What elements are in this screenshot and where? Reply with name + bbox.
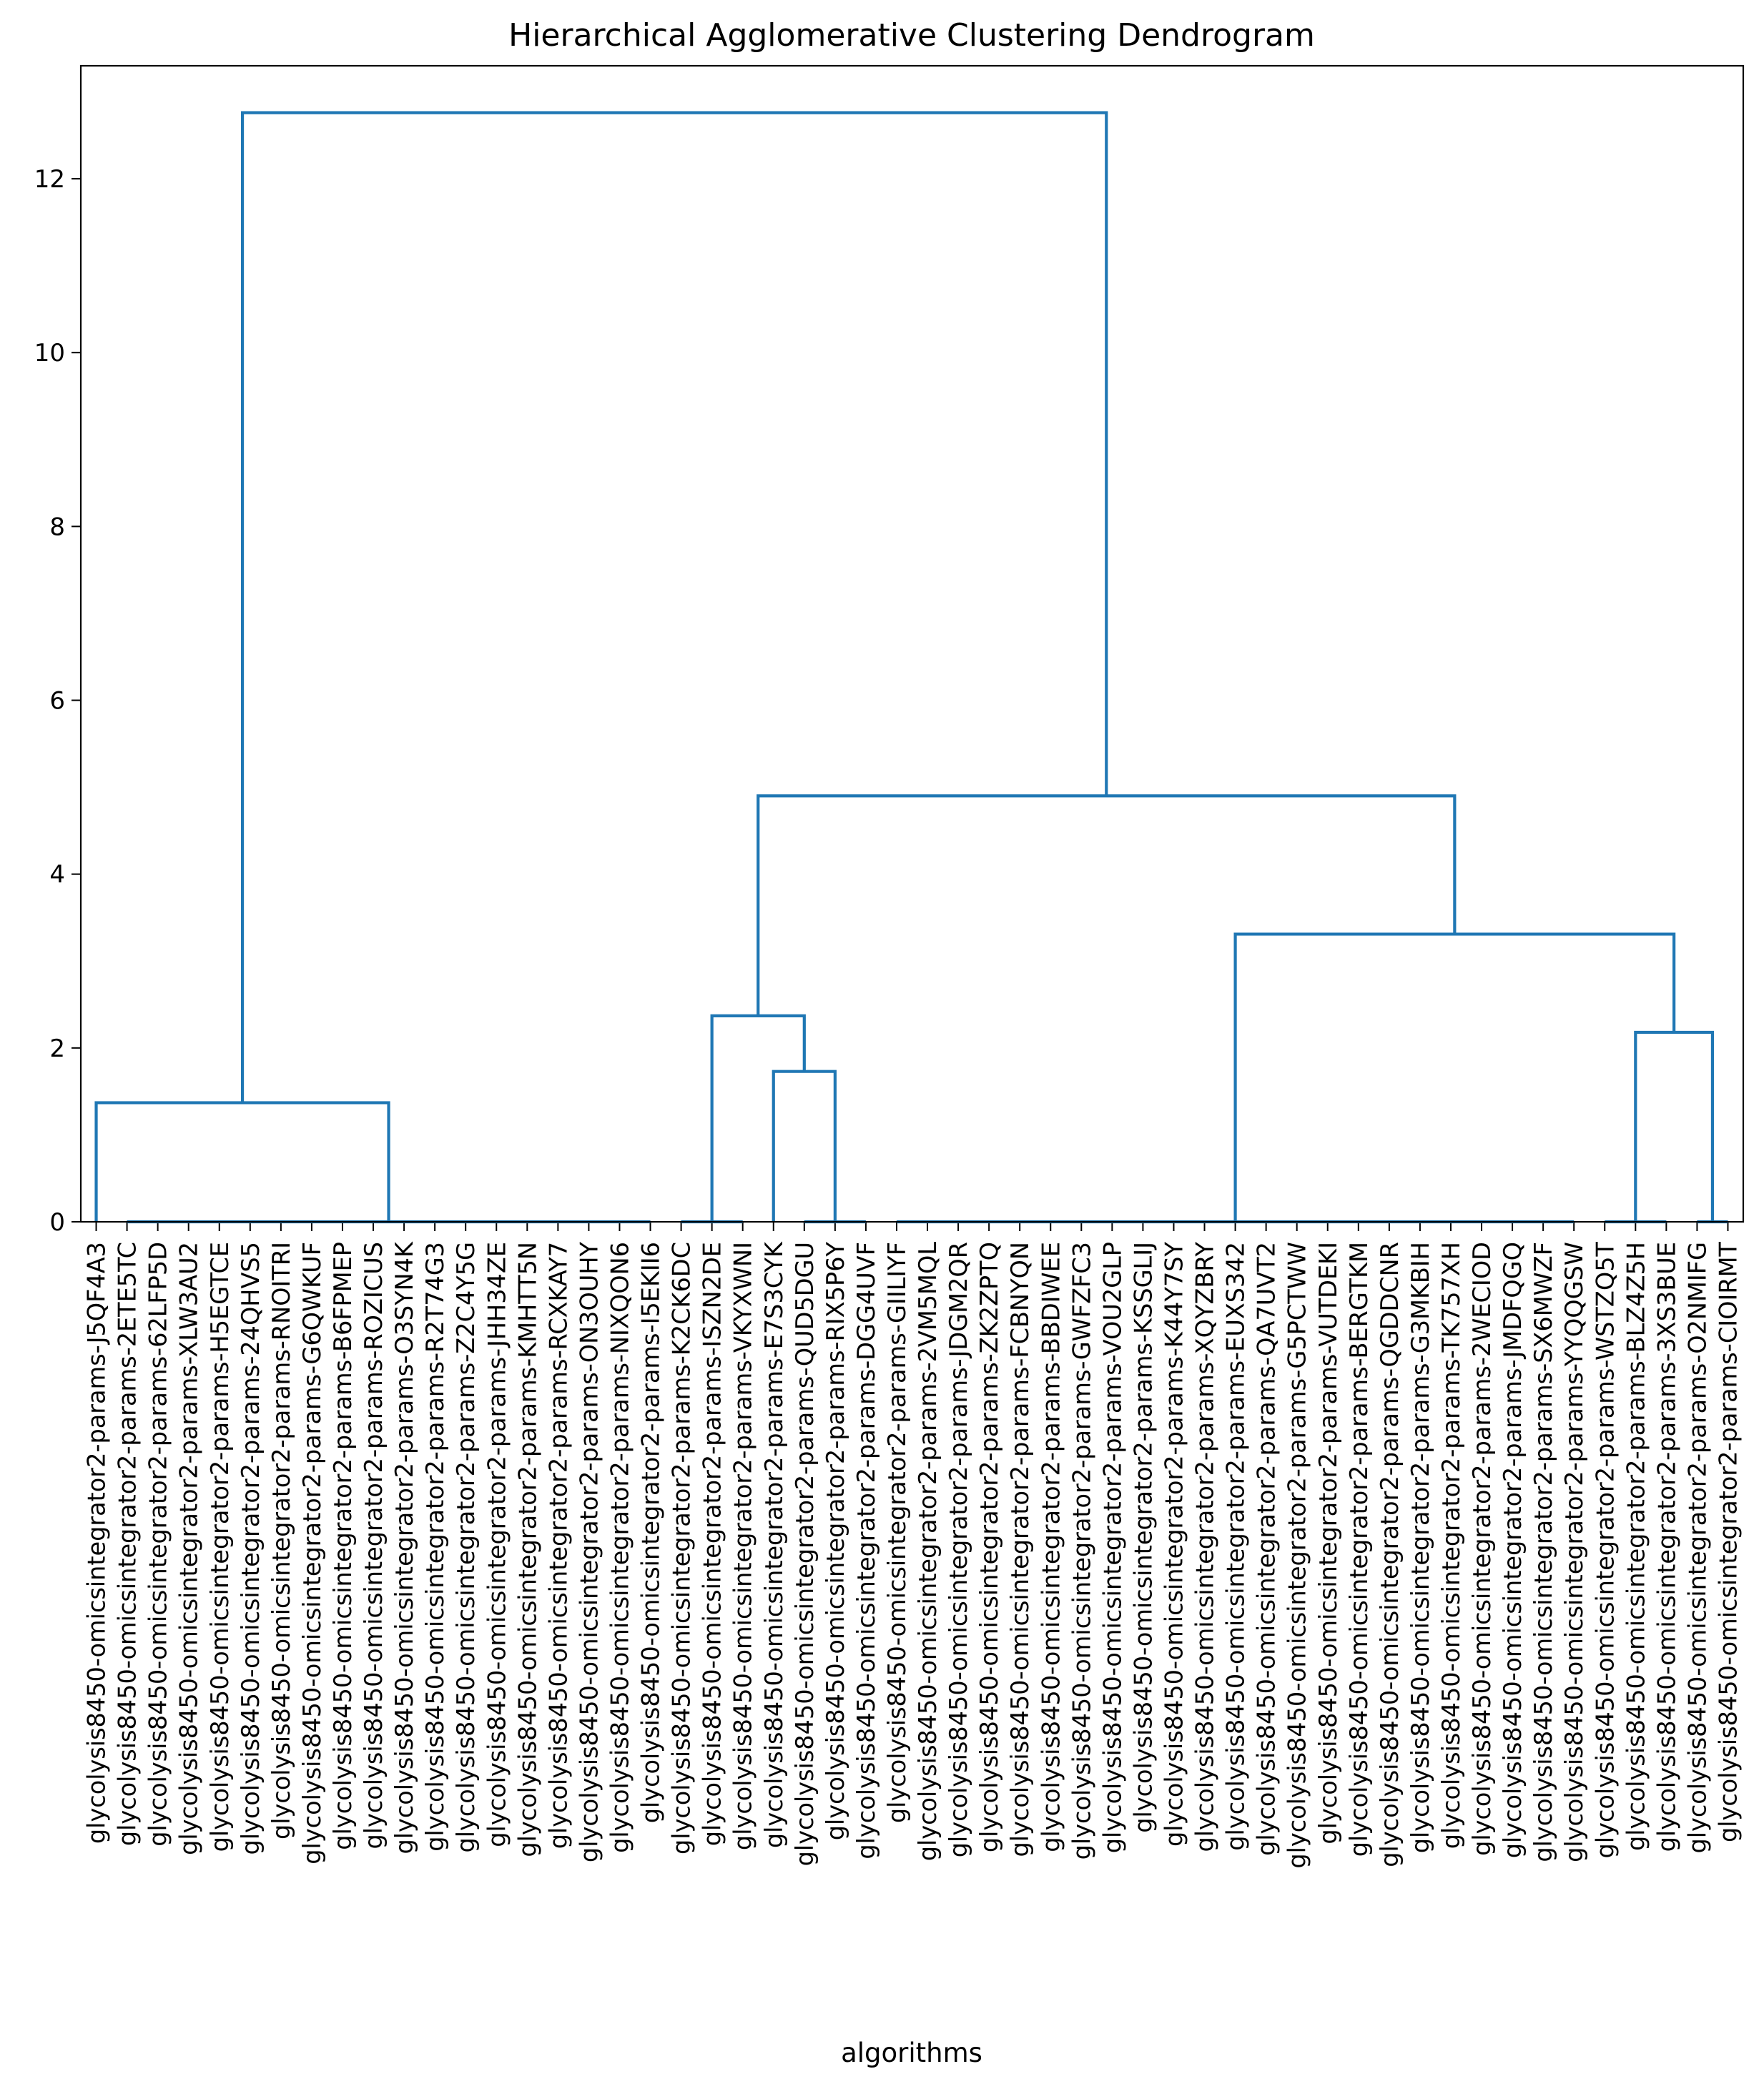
leaf-label: glycolysis8450-omicsintegrator2-params-K… xyxy=(668,1242,696,1855)
leaf-label: glycolysis8450-omicsintegrator2-params-K… xyxy=(1129,1242,1157,1833)
leaf-label: glycolysis8450-omicsintegrator2-params-K… xyxy=(513,1242,541,1857)
leaf-label: glycolysis8450-omicsintegrator2-params-E… xyxy=(760,1241,788,1848)
leaf-label: glycolysis8450-omicsintegrator2-params-S… xyxy=(1529,1242,1557,1862)
leaf-label: glycolysis8450-omicsintegrator2-params-D… xyxy=(852,1242,880,1860)
cluster-merge-link xyxy=(240,111,1108,1103)
leaf-label: glycolysis8450-omicsintegrator2-params-R… xyxy=(421,1242,449,1852)
leaf-label: glycolysis8450-omicsintegrator2-params-X… xyxy=(1191,1241,1219,1852)
plot-frame xyxy=(79,64,1745,1223)
leaf-label: glycolysis8450-omicsintegrator2-params-R… xyxy=(360,1242,388,1850)
cluster-merge-link xyxy=(94,1101,390,1222)
leaf-label: glycolysis8450-omicsintegrator2-params-J… xyxy=(483,1242,511,1847)
leaf-label: glycolysis8450-omicsintegrator2-params-Q… xyxy=(791,1242,819,1866)
leaf-label: glycolysis8450-omicsintegrator2-params-G… xyxy=(1068,1242,1095,1860)
leaf-label: glycolysis8450-omicsintegrator2-params-J… xyxy=(1499,1242,1527,1858)
leaf-label: glycolysis8450-omicsintegrator2-params-G… xyxy=(1283,1242,1311,1869)
leaf-label: glycolysis8450-omicsintegrator2-params-B… xyxy=(1622,1242,1650,1851)
leaf-label: glycolysis8450-omicsintegrator2-params-F… xyxy=(1006,1242,1034,1857)
leaf-label: glycolysis8450-omicsintegrator2-params-V… xyxy=(729,1242,757,1850)
leaf-label: glycolysis8450-omicsintegrator2-params-X… xyxy=(175,1242,203,1855)
leaf-label: glycolysis8450-omicsintegrator2-params-W… xyxy=(1591,1241,1619,1858)
leaf-label: glycolysis8450-omicsintegrator2-params-G… xyxy=(298,1242,326,1865)
cluster-merge-link xyxy=(1634,1030,1715,1222)
leaf-label: glycolysis8450-omicsintegrator2-params-I… xyxy=(637,1242,665,1823)
y-tick-label: 4 xyxy=(49,861,65,889)
leaf-label: glycolysis8450-omicsintegrator2-params-R… xyxy=(544,1242,572,1849)
x-axis-label: algorithms xyxy=(841,2038,982,2068)
y-tick-label: 2 xyxy=(49,1034,65,1063)
cluster-merge-link xyxy=(710,1014,806,1222)
leaf-label: glycolysis8450-omicsintegrator2-params-Q… xyxy=(1376,1242,1404,1867)
leaf-label: glycolysis8450-omicsintegrator2-params-V… xyxy=(1314,1242,1342,1845)
leaf-label: glycolysis8450-omicsintegrator2-params-6… xyxy=(144,1242,172,1847)
axis-ticks: 0 2 4 6 8 10 12 xyxy=(34,165,1729,1237)
y-tick-label: 12 xyxy=(34,165,65,194)
leaf-label: glycolysis8450-omicsintegrator2-params-J… xyxy=(945,1242,972,1857)
leaf-label: glycolysis8450-omicsintegrator2-params-O… xyxy=(575,1241,603,1862)
leaf-label: glycolysis8450-omicsintegrator2-params-C… xyxy=(1714,1241,1742,1842)
leaf-label: glycolysis8450-omicsintegrator2-params-I… xyxy=(699,1242,726,1846)
leaf-label: glycolysis8450-omicsintegrator2-params-2… xyxy=(914,1242,942,1862)
leaf-label: glycolysis8450-omicsintegrator2-params-B… xyxy=(1037,1242,1065,1852)
leaf-label: glycolysis8450-omicsintegrator2-params-Q… xyxy=(1253,1242,1281,1856)
leaf-label: glycolysis8450-omicsintegrator2-params-N… xyxy=(606,1242,634,1853)
leaf-label: glycolysis8450-omicsintegrator2-params-G… xyxy=(883,1242,911,1823)
leaf-label: glycolysis8450-omicsintegrator2-params-T… xyxy=(1437,1242,1465,1849)
leaf-label: glycolysis8450-omicsintegrator2-params-V… xyxy=(1098,1242,1126,1853)
y-tick-label: 6 xyxy=(49,687,65,716)
leaf-label: glycolysis8450-omicsintegrator2-params-3… xyxy=(1652,1242,1680,1852)
leaf-label: glycolysis8450-omicsintegrator2-params-J… xyxy=(83,1242,111,1844)
leaf-label: glycolysis8450-omicsintegrator2-params-E… xyxy=(1222,1242,1250,1851)
cluster-merge-link xyxy=(772,1070,837,1222)
leaf-label: glycolysis8450-omicsintegrator2-params-G… xyxy=(1406,1242,1434,1853)
leaf-label: glycolysis8450-omicsintegrator2-params-Z… xyxy=(975,1242,1003,1852)
y-tick-label: 0 xyxy=(49,1208,65,1237)
leaf-label: glycolysis8450-omicsintegrator2-params-R… xyxy=(822,1241,849,1840)
leaf-labels: glycolysis8450-omicsintegrator2-params-J… xyxy=(83,1241,1743,1869)
leaf-label: glycolysis8450-omicsintegrator2-params-2… xyxy=(237,1242,265,1855)
leaf-label: glycolysis8450-omicsintegrator2-params-Z… xyxy=(452,1242,480,1853)
leaf-label: glycolysis8450-omicsintegrator2-params-2… xyxy=(1468,1242,1496,1856)
y-tick-label: 8 xyxy=(49,513,65,541)
y-tick-label: 10 xyxy=(34,339,65,367)
leaf-label: glycolysis8450-omicsintegrator2-params-B… xyxy=(1345,1242,1373,1857)
leaf-label: glycolysis8450-omicsintegrator2-params-H… xyxy=(206,1242,234,1852)
leaf-label: glycolysis8450-omicsintegrator2-params-O… xyxy=(390,1241,418,1855)
leaf-label: glycolysis8450-omicsintegrator2-params-O… xyxy=(1683,1242,1711,1854)
leaf-label: glycolysis8450-omicsintegrator2-params-R… xyxy=(267,1242,295,1839)
leaf-label: glycolysis8450-omicsintegrator2-params-B… xyxy=(329,1242,357,1850)
leaf-label: glycolysis8450-omicsintegrator2-params-Y… xyxy=(1560,1242,1588,1862)
leaf-label: glycolysis8450-omicsintegrator2-params-K… xyxy=(1160,1241,1188,1846)
leaf-label: glycolysis8450-omicsintegrator2-params-2… xyxy=(114,1242,142,1846)
chart-title: Hierarchical Agglomerative Clustering De… xyxy=(508,17,1315,54)
